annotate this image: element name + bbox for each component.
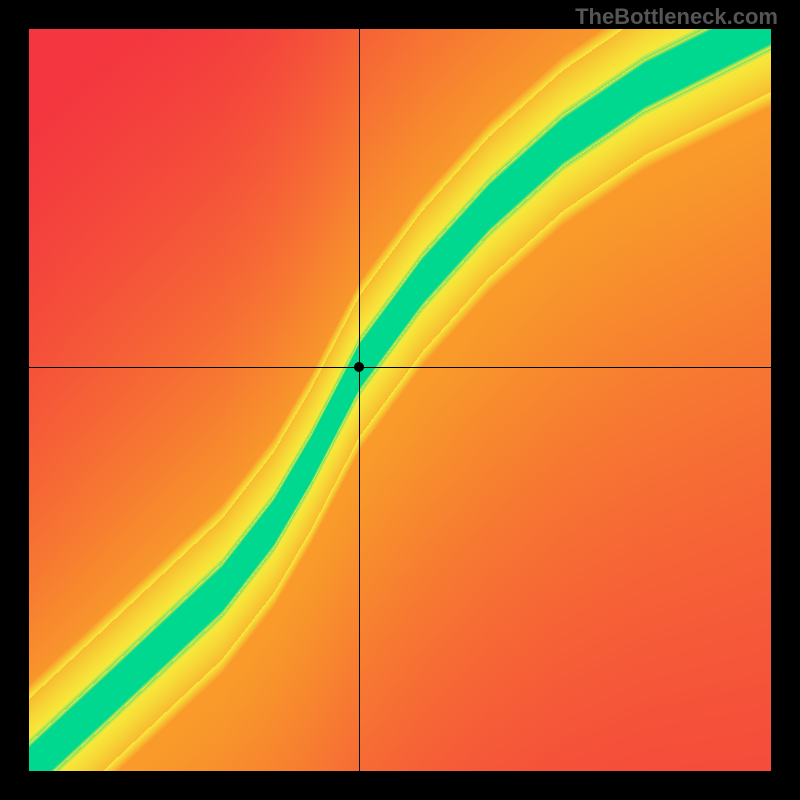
crosshair-horizontal bbox=[29, 367, 771, 368]
crosshair-vertical bbox=[359, 29, 360, 771]
crosshair-marker bbox=[354, 362, 364, 372]
chart-container: TheBottleneck.com bbox=[0, 0, 800, 800]
watermark-text: TheBottleneck.com bbox=[575, 4, 778, 30]
heatmap-canvas bbox=[29, 29, 771, 771]
heatmap-plot bbox=[29, 29, 771, 771]
